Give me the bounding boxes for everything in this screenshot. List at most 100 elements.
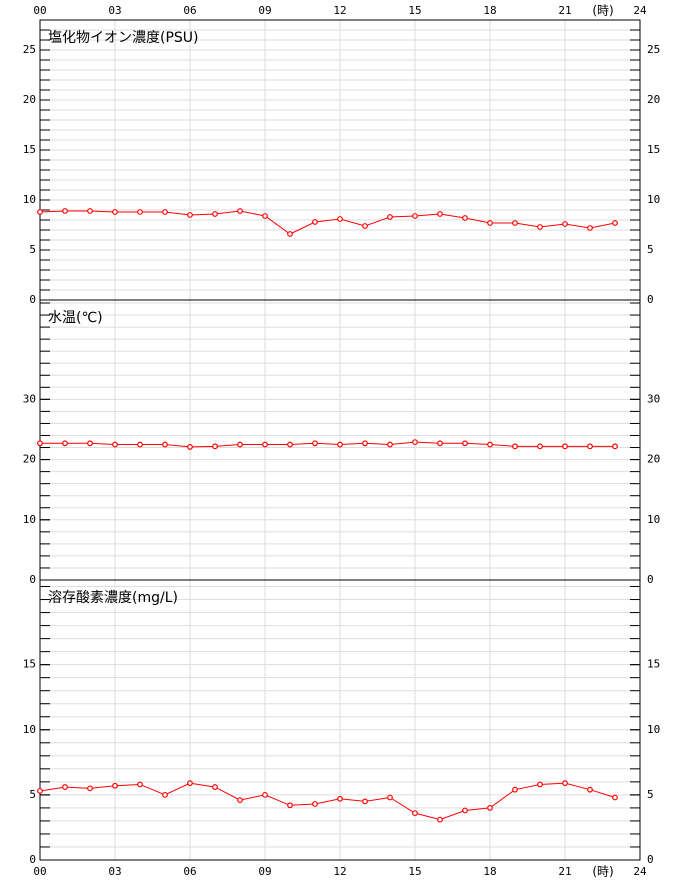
data-point xyxy=(62,784,68,790)
x-tick-label: 24 xyxy=(633,4,647,17)
data-point xyxy=(212,211,218,217)
data-point xyxy=(37,788,43,794)
data-line xyxy=(39,210,616,235)
y2-tick-label: 0 xyxy=(647,293,654,306)
data-point xyxy=(62,208,68,214)
data-point xyxy=(362,798,368,805)
y2-tick-label: 0 xyxy=(647,853,654,866)
data-point xyxy=(612,794,618,801)
y2-tick-label: 15 xyxy=(647,143,660,156)
data-point xyxy=(87,440,93,447)
data-point xyxy=(612,220,618,226)
data-point xyxy=(287,802,293,809)
data-point xyxy=(537,224,543,230)
data-point xyxy=(562,443,568,450)
y-tick-label: 10 xyxy=(23,193,36,206)
data-point xyxy=(212,784,218,790)
data-point xyxy=(262,441,268,448)
panel-title: 水温(℃) xyxy=(48,310,103,326)
data-point xyxy=(362,440,368,447)
data-point xyxy=(137,209,143,215)
data-point xyxy=(387,794,393,801)
y-tick-label: 0 xyxy=(29,573,36,586)
data-point xyxy=(87,208,93,214)
data-point xyxy=(512,786,518,793)
data-point xyxy=(562,780,568,787)
x-tick-label: 00 xyxy=(33,865,46,878)
x-tick-label: 12 xyxy=(333,865,346,878)
data-point xyxy=(462,807,468,814)
data-point xyxy=(387,441,393,448)
data-point xyxy=(37,440,43,447)
data-point xyxy=(362,223,368,229)
data-point xyxy=(237,208,243,214)
x-tick-label: 00 xyxy=(33,4,46,17)
y2-tick-label: 20 xyxy=(647,93,660,106)
x-tick-label: 15 xyxy=(408,4,421,17)
data-point xyxy=(312,801,318,807)
data-point xyxy=(212,443,218,450)
data-point xyxy=(112,209,118,215)
data-point xyxy=(287,231,293,237)
data-point xyxy=(137,441,143,448)
data-line xyxy=(40,441,615,448)
y2-tick-label: 25 xyxy=(647,43,660,56)
y2-tick-label: 15 xyxy=(647,658,660,671)
x-tick-label: 18 xyxy=(483,4,496,17)
y-tick-label: 20 xyxy=(23,453,36,466)
y-tick-label: 10 xyxy=(23,513,36,526)
data-point xyxy=(287,441,293,448)
x-tick-label: 21 xyxy=(558,865,571,878)
x-tick-label: 21 xyxy=(558,4,571,17)
data-point xyxy=(537,781,543,788)
data-point xyxy=(162,791,168,798)
y-tick-label: 0 xyxy=(29,853,36,866)
data-point xyxy=(337,216,343,222)
data-point xyxy=(587,225,593,231)
data-point xyxy=(187,444,193,450)
data-point xyxy=(512,443,518,450)
data-point xyxy=(312,219,318,225)
x-tick-label: 12 xyxy=(333,4,346,17)
data-point xyxy=(437,211,443,217)
data-point xyxy=(612,443,618,450)
y-tick-label: 30 xyxy=(23,392,36,405)
data-point xyxy=(562,221,568,227)
data-point xyxy=(337,795,343,802)
data-point xyxy=(587,786,593,793)
data-point xyxy=(337,441,343,448)
data-point xyxy=(187,212,193,218)
data-point xyxy=(487,441,493,448)
plot-frame xyxy=(39,579,641,861)
data-point xyxy=(87,785,93,792)
y-tick-label: 15 xyxy=(23,658,36,671)
data-point xyxy=(262,213,268,219)
data-point xyxy=(487,805,493,811)
data-point xyxy=(112,441,118,448)
data-point xyxy=(237,441,243,448)
data-point xyxy=(462,215,468,221)
y-tick-label: 0 xyxy=(29,293,36,306)
data-point xyxy=(37,209,43,215)
x-tick-label: 06 xyxy=(183,4,196,17)
y2-tick-label: 5 xyxy=(647,243,654,256)
y2-tick-label: 20 xyxy=(647,453,660,466)
y-tick-label: 25 xyxy=(23,43,36,56)
data-point xyxy=(262,791,268,798)
data-point xyxy=(537,443,543,450)
data-point xyxy=(462,440,468,447)
data-point xyxy=(137,781,143,788)
x-unit-label: (時) xyxy=(592,4,613,18)
x-tick-label: 06 xyxy=(183,865,196,878)
x-tick-label: 15 xyxy=(408,865,421,878)
data-point xyxy=(412,213,418,219)
data-point xyxy=(62,440,68,447)
panel-title: 塩化物イオン濃度(PSU) xyxy=(48,30,199,46)
data-point xyxy=(412,810,418,817)
data-point xyxy=(162,209,168,215)
x-tick-label: 18 xyxy=(483,865,496,878)
y-tick-label: 20 xyxy=(23,93,36,106)
x-tick-label: 24 xyxy=(633,865,647,878)
data-point xyxy=(162,441,168,448)
